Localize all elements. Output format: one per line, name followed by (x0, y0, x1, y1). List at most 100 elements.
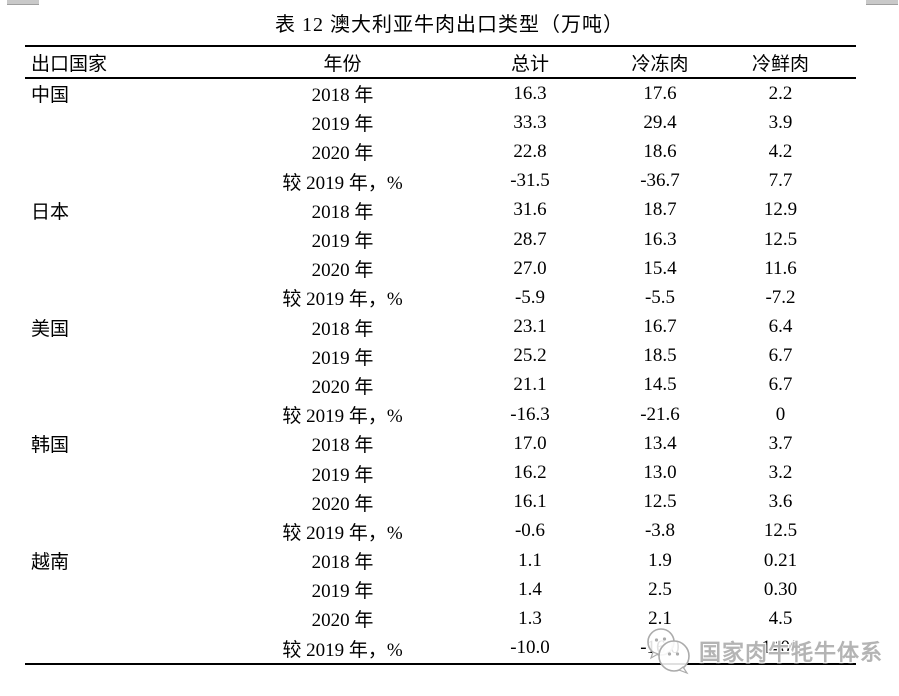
cell-frozen: 2.1 (648, 607, 672, 629)
cell-year: 较 2019 年，% (282, 522, 403, 544)
cell-chilled: 7.7 (768, 170, 793, 192)
cell-total: 16.1 (513, 491, 547, 513)
cell-chilled: 0.30 (763, 578, 798, 600)
table-row: 美国 2018 年 23.1 16.7 6.4 (25, 313, 856, 342)
cell-frozen: 15.4 (643, 257, 677, 279)
column-header-frozen: 冷冻肉 (631, 53, 689, 75)
cell-year: 2019 年 (311, 231, 374, 253)
table-row: 2020 年 21.1 14.5 6.7 (25, 371, 856, 400)
cell-country: 越南 (31, 552, 70, 574)
cell-total: 33.3 (513, 111, 547, 133)
cell-total: 27.0 (513, 257, 547, 279)
cell-frozen: 1.9 (648, 549, 672, 571)
cell-chilled: 0 (775, 403, 786, 425)
cell-country: 日本 (31, 201, 70, 223)
cell-total: -5.9 (514, 286, 546, 308)
table-header-row: 出口国家 年份 总计 冷冻肉 冷鲜肉 (25, 47, 856, 77)
cell-total: 1.1 (518, 549, 542, 571)
table-row: 2020 年 1.3 2.1 4.5 (25, 604, 856, 633)
cell-total: 17.0 (513, 432, 547, 454)
header-divider-rule (25, 77, 856, 79)
cell-total: 21.1 (513, 374, 547, 396)
cell-frozen: 18.7 (643, 199, 677, 221)
table-row: 2019 年 28.7 16.3 12.5 (25, 225, 856, 254)
cell-country: 中国 (31, 85, 70, 107)
cell-chilled: 4.2 (768, 140, 793, 162)
cell-year: 2020 年 (311, 260, 374, 282)
cell-chilled: 6.4 (768, 316, 793, 338)
cell-chilled: -7.2 (765, 286, 796, 308)
cell-chilled: 4.5 (768, 607, 793, 629)
column-header-chilled: 冷鲜肉 (751, 53, 809, 75)
cell-frozen: -36.7 (640, 170, 680, 192)
cell-year: 较 2019 年，% (282, 639, 403, 661)
table-row: 2019 年 1.4 2.5 0.30 (25, 575, 856, 604)
cell-chilled: 3.9 (768, 111, 793, 133)
table-row: 2020 年 16.1 12.5 3.6 (25, 488, 856, 517)
cell-year: 2020 年 (311, 376, 374, 398)
cell-total: 25.2 (513, 345, 547, 367)
cell-frozen: 2.5 (648, 578, 672, 600)
cell-chilled: 11.6 (764, 257, 797, 279)
cell-year: 较 2019 年，% (282, 406, 403, 428)
cell-frozen: 13.0 (643, 462, 677, 484)
table-row: 2019 年 16.2 13.0 3.2 (25, 458, 856, 487)
cell-frozen: 12.5 (643, 491, 677, 513)
table-row: 越南 2018 年 1.1 1.9 0.21 (25, 546, 856, 575)
cell-year: 2019 年 (311, 347, 374, 369)
cell-chilled: 6.7 (768, 374, 793, 396)
cell-chilled: 3.2 (768, 462, 793, 484)
cell-frozen: -3.8 (644, 520, 676, 542)
cell-country: 韩国 (31, 435, 70, 457)
table-row: 2020 年 27.0 15.4 11.6 (25, 254, 856, 283)
data-table: 出口国家 年份 总计 冷冻肉 冷鲜肉 中国 2018 年 16.3 17.6 2.2 20… (25, 45, 856, 665)
cell-total: -10.0 (510, 637, 550, 659)
table-row: 2019 年 33.3 29.4 3.9 (25, 108, 856, 137)
cell-total: 28.7 (513, 228, 547, 250)
cell-total: 23.1 (513, 316, 547, 338)
cell-year: 2018 年 (311, 201, 374, 223)
table-row: 2019 年 25.2 18.5 6.7 (25, 342, 856, 371)
cell-frozen: -16.0 (640, 637, 680, 659)
cell-chilled: 0.21 (763, 549, 798, 571)
cell-total: -16.3 (510, 403, 550, 425)
cell-frozen: -5.5 (644, 286, 676, 308)
column-header-year: 年份 (323, 53, 362, 75)
table-body: 中国 2018 年 16.3 17.6 2.2 2019 年 33.3 29.4 3.9 2020… (25, 79, 856, 663)
cell-total: 31.6 (513, 199, 547, 221)
cell-total: 16.2 (513, 462, 547, 484)
cell-year: 2020 年 (311, 610, 374, 632)
cell-total: -31.5 (510, 170, 550, 192)
cell-chilled: 3.6 (768, 491, 793, 513)
cell-year: 2020 年 (311, 493, 374, 515)
cell-chilled: 2.2 (768, 82, 793, 104)
table-row: 2020 年 22.8 18.6 4.2 (25, 137, 856, 166)
cell-frozen: 18.5 (643, 345, 677, 367)
cell-frozen: 14.5 (643, 374, 677, 396)
cell-chilled: 12.5 (763, 228, 798, 250)
cell-year: 2019 年 (311, 114, 374, 136)
column-header-total: 总计 (510, 53, 549, 75)
cell-frozen: 29.4 (643, 111, 677, 133)
cell-total: 16.3 (513, 82, 547, 104)
screen-edge-artifact-left (7, 0, 39, 5)
table-row: 较 2019 年，% -0.6 -3.8 12.5 (25, 517, 856, 546)
cell-chilled: 3.7 (768, 432, 793, 454)
cell-year: 2020 年 (311, 143, 374, 165)
table-bottom-rule (25, 662, 856, 665)
cell-year: 较 2019 年，% (282, 172, 403, 194)
cell-chilled: 1400 (761, 637, 800, 659)
screen-edge-artifact-right (866, 0, 898, 5)
cell-year: 2019 年 (311, 581, 374, 603)
cell-year: 2019 年 (311, 464, 374, 486)
cell-chilled: 12.9 (763, 199, 798, 221)
cell-chilled: 12.5 (763, 520, 798, 542)
cell-frozen: 16.3 (643, 228, 677, 250)
table-row: 较 2019 年，% -16.3 -21.6 0 (25, 400, 856, 429)
table-row: 中国 2018 年 16.3 17.6 2.2 (25, 79, 856, 108)
cell-total: -0.6 (514, 520, 546, 542)
cell-total: 1.3 (518, 607, 542, 629)
cell-frozen: 13.4 (643, 432, 677, 454)
cell-chilled: 6.7 (768, 345, 793, 367)
